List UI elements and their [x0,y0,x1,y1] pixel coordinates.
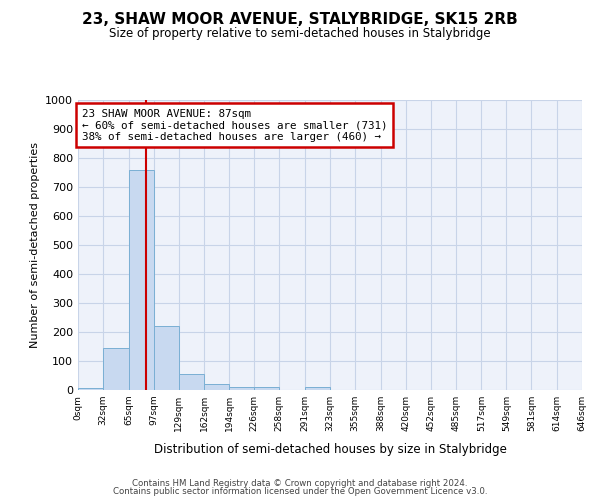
Text: 23 SHAW MOOR AVENUE: 87sqm
← 60% of semi-detached houses are smaller (731)
38% o: 23 SHAW MOOR AVENUE: 87sqm ← 60% of semi… [82,108,388,142]
Text: Size of property relative to semi-detached houses in Stalybridge: Size of property relative to semi-detach… [109,28,491,40]
Bar [205,384,229,390]
Bar [305,387,330,390]
Text: 23, SHAW MOOR AVENUE, STALYBRIDGE, SK15 2RB: 23, SHAW MOOR AVENUE, STALYBRIDGE, SK15 … [82,12,518,28]
Bar [129,170,154,390]
Bar [103,348,129,390]
Bar [179,374,205,390]
Bar [154,326,179,390]
Text: Contains public sector information licensed under the Open Government Licence v3: Contains public sector information licen… [113,487,487,496]
Y-axis label: Number of semi-detached properties: Number of semi-detached properties [29,142,40,348]
Bar [229,386,254,390]
Bar [254,387,279,390]
Text: Contains HM Land Registry data © Crown copyright and database right 2024.: Contains HM Land Registry data © Crown c… [132,478,468,488]
Bar [78,388,103,390]
Text: Distribution of semi-detached houses by size in Stalybridge: Distribution of semi-detached houses by … [154,442,506,456]
